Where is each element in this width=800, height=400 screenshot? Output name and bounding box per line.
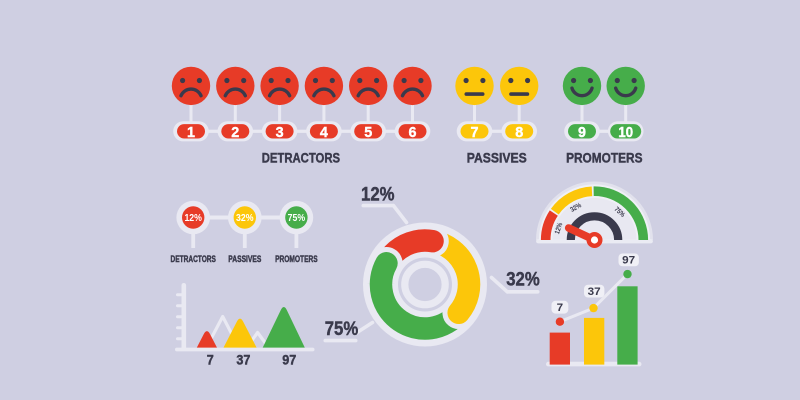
svg-text:9: 9 [578,124,586,141]
svg-text:4: 4 [320,124,329,141]
svg-text:37: 37 [588,286,601,298]
svg-text:10: 10 [618,124,633,141]
svg-text:DETRACTORS: DETRACTORS [262,150,340,165]
svg-text:97: 97 [282,353,296,368]
svg-text:PROMOTERS: PROMOTERS [275,254,318,265]
svg-text:7: 7 [471,124,479,141]
svg-text:12%: 12% [554,221,564,235]
svg-text:1: 1 [187,124,196,141]
svg-text:12%: 12% [361,185,395,206]
svg-text:8: 8 [515,124,523,141]
svg-text:PASSIVES: PASSIVES [228,254,261,265]
svg-text:12%: 12% [184,213,202,224]
svg-text:75%: 75% [288,213,306,224]
svg-text:32%: 32% [236,213,254,224]
svg-text:7: 7 [557,302,564,314]
svg-text:5: 5 [364,124,373,141]
svg-text:32%: 32% [506,270,540,291]
svg-text:PROMOTERS: PROMOTERS [566,150,642,165]
svg-text:PASSIVES: PASSIVES [467,150,527,165]
svg-text:75%: 75% [325,319,359,340]
svg-text:2: 2 [231,124,239,141]
svg-text:7: 7 [207,353,214,368]
svg-text:3: 3 [276,124,284,141]
svg-text:37: 37 [236,353,250,368]
svg-text:97: 97 [622,255,635,267]
svg-text:DETRACTORS: DETRACTORS [171,254,217,265]
svg-text:6: 6 [409,124,417,141]
